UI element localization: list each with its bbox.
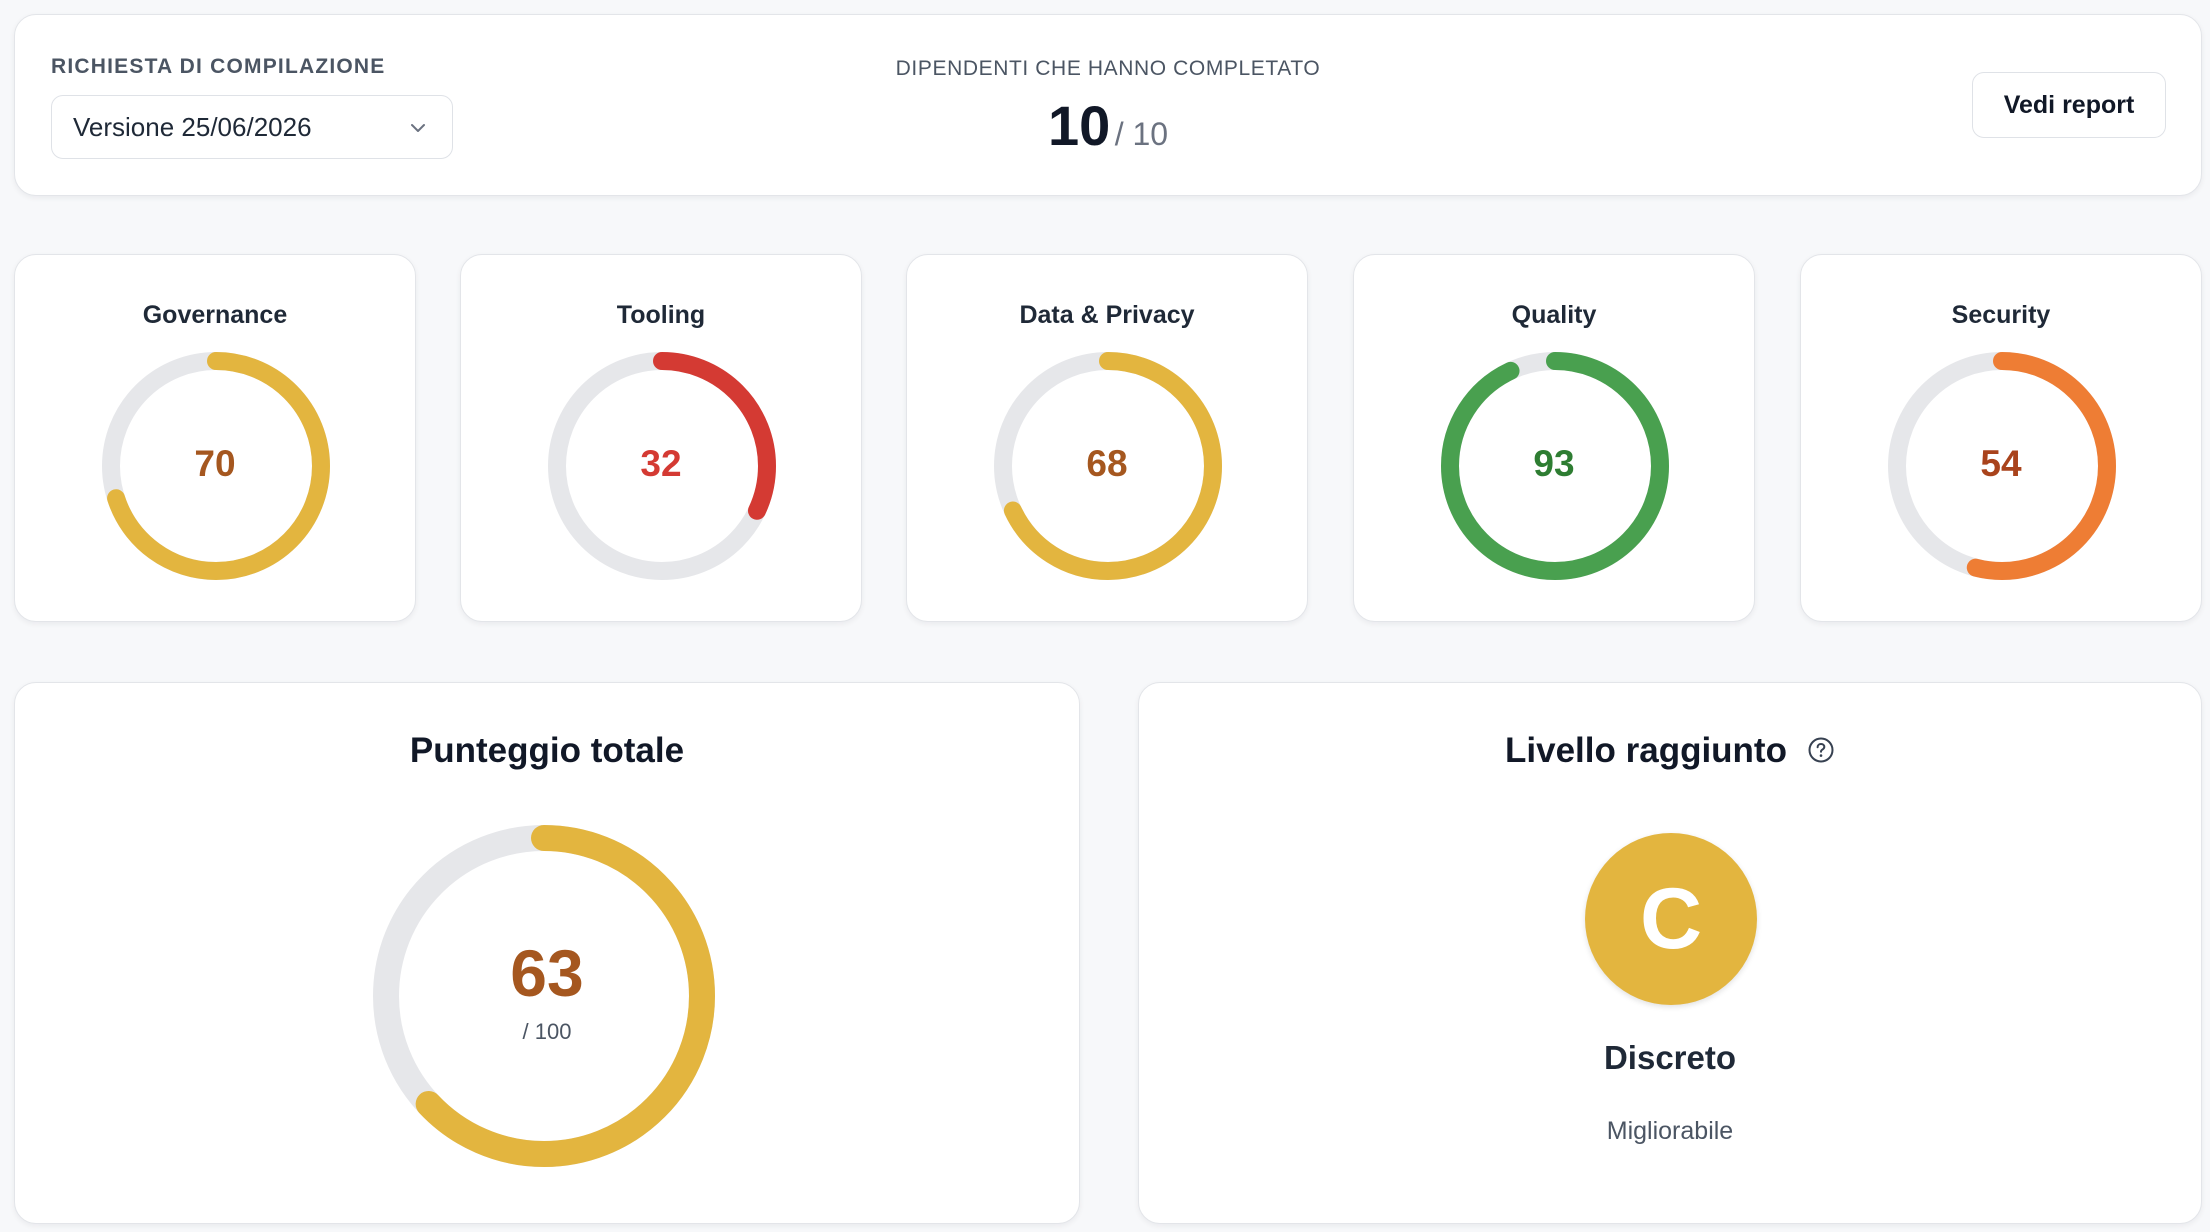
category-score: 32: [640, 443, 682, 484]
category-score: 54: [1980, 443, 2022, 484]
score-ring: [1888, 352, 2116, 580]
ring-progress-arc: [1441, 352, 1669, 580]
ring-progress-arc: [102, 352, 330, 580]
completed-total: / 10: [1114, 116, 1169, 152]
total-score-card: Punteggio totale 63 / 100: [14, 682, 1080, 1224]
ring-progress-arc: [548, 352, 776, 580]
category-card-quality: Quality 93: [1353, 254, 1755, 622]
total-score-title: Punteggio totale: [409, 731, 685, 770]
completed-counter: 10 / 10: [15, 93, 2201, 158]
category-card-governance: Governance 70: [14, 254, 416, 622]
category-score: 68: [1086, 443, 1128, 484]
chevron-down-icon: [411, 124, 425, 132]
request-label: RICHIESTA DI COMPILAZIONE: [51, 55, 386, 78]
category-title: Data & Privacy: [1019, 301, 1195, 329]
category-title: Quality: [1511, 301, 1597, 329]
total-score-ring: [373, 825, 715, 1167]
category-score: 70: [194, 443, 236, 484]
ring-progress-arc: [1888, 352, 2116, 580]
category-title: Security: [1951, 301, 2051, 329]
help-icon[interactable]: [1807, 736, 1835, 764]
level-title-row: Livello raggiunto: [1139, 731, 2201, 771]
category-card-data-privacy: Data & Privacy 68: [906, 254, 1308, 622]
completed-count: 10: [1047, 94, 1111, 157]
ring-progress-arc: [994, 352, 1222, 580]
score-ring: [102, 352, 330, 580]
category-card-tooling: Tooling 32: [460, 254, 862, 622]
header-card: RICHIESTA DI COMPILAZIONE Versione 25/06…: [14, 14, 2202, 196]
level-grade-badge: C: [1585, 833, 1757, 1005]
ring-progress-arc: [373, 825, 715, 1167]
total-score-value: 63: [510, 936, 584, 1010]
score-ring: [994, 352, 1222, 580]
level-card: Livello raggiunto C Discreto Migliorabil…: [1138, 682, 2202, 1224]
category-title: Governance: [142, 301, 288, 329]
level-title: Livello raggiunto: [1505, 731, 1787, 770]
category-title: Tooling: [616, 301, 706, 329]
category-score: 93: [1533, 443, 1575, 484]
score-ring: [548, 352, 776, 580]
version-select-value: Versione 25/06/2026: [73, 111, 312, 142]
version-select[interactable]: Versione 25/06/2026: [51, 95, 453, 159]
level-name: Discreto: [1603, 1039, 1737, 1076]
level-grade: C: [1639, 870, 1703, 967]
completed-label: DIPENDENTI CHE HANNO COMPLETATO: [895, 57, 1321, 80]
view-report-button[interactable]: Vedi report: [1972, 72, 2166, 138]
level-description: Migliorabile: [1606, 1117, 1734, 1145]
total-score-max: / 100: [522, 1019, 572, 1044]
score-ring: [1441, 352, 1669, 580]
category-card-security: Security 54: [1800, 254, 2202, 622]
